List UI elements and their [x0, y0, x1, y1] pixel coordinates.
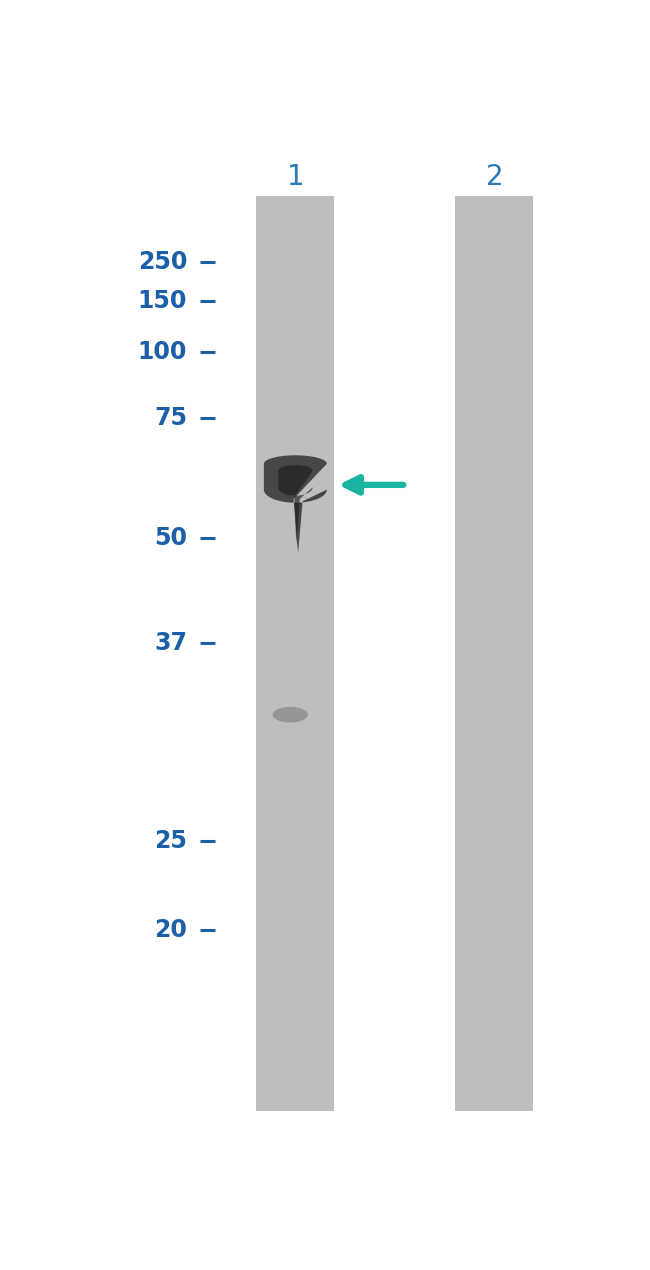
Text: 1: 1: [287, 163, 304, 190]
Text: 25: 25: [154, 829, 187, 853]
Text: 75: 75: [154, 406, 187, 431]
Ellipse shape: [272, 707, 308, 723]
Text: 150: 150: [138, 290, 187, 312]
Polygon shape: [278, 465, 313, 544]
Text: 37: 37: [154, 631, 187, 655]
Text: 50: 50: [154, 526, 187, 550]
Bar: [455, 197, 534, 1111]
Polygon shape: [264, 456, 327, 554]
Text: 2: 2: [486, 163, 503, 190]
Text: 250: 250: [138, 250, 187, 274]
Text: 20: 20: [154, 918, 187, 942]
Text: 100: 100: [138, 340, 187, 364]
Bar: [256, 197, 334, 1111]
